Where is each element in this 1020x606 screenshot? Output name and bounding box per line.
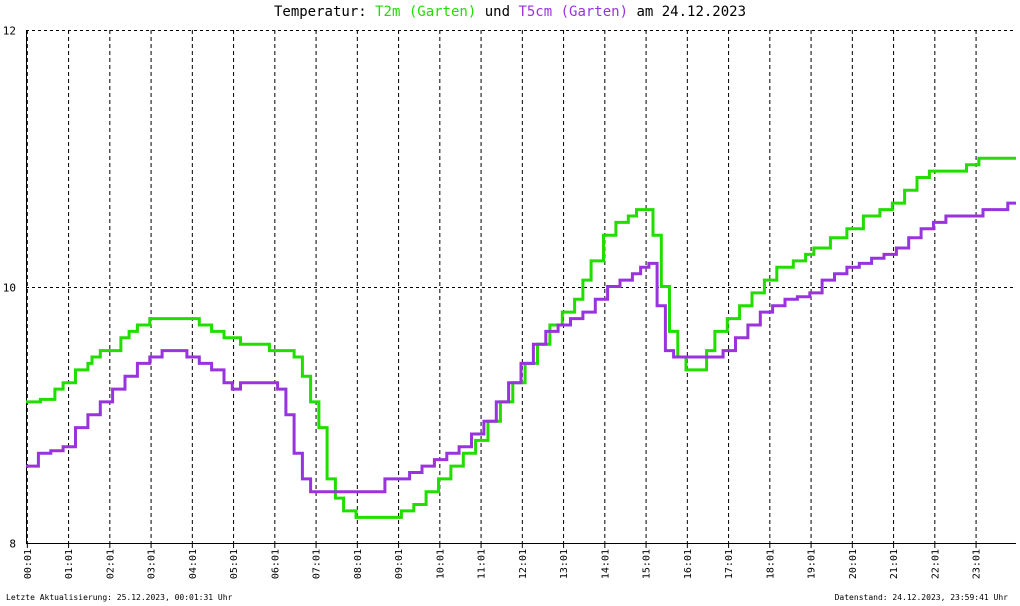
x-tick-label: 19:01 [807,549,818,579]
series-line-t2m [26,156,1016,519]
x-tick-label: 04:01 [188,549,199,579]
x-tick-label: 23:01 [972,549,983,579]
title-suffix: am 24.12.2023 [628,4,747,20]
x-tick-label: 22:01 [930,549,941,579]
x-tick-label: 06:01 [270,549,281,579]
y-tick-label: 12 [3,25,16,38]
x-tick-label: 10:01 [435,549,446,579]
data-timestamp-note: Datenstand: 24.12.2023, 23:59:41 Uhr [834,593,1008,602]
x-tick-label: 05:01 [229,549,240,579]
y-tick-label: 10 [3,282,16,295]
chart-title: Temperatur: T2m (Garten) und T5cm (Garte… [0,4,1020,20]
x-tick-label: 15:01 [642,549,653,579]
x-tick-label: 18:01 [765,549,776,579]
y-tick-label: 8 [9,538,16,551]
series-line-t5cm [26,201,1016,494]
x-tick-label: 01:01 [64,549,75,579]
x-tick-label: 21:01 [889,549,900,579]
x-tick-label: 03:01 [147,549,158,579]
x-tick-label: 07:01 [312,549,323,579]
x-tick-label: 17:01 [724,549,735,579]
x-tick-label: 12:01 [518,549,529,579]
x-tick-label: 20:01 [848,549,859,579]
x-tick-label: 08:01 [353,549,364,579]
x-tick-label: 13:01 [559,549,570,579]
title-series1-label: T2m (Garten) [375,4,477,20]
x-tick-label: 09:01 [394,549,405,579]
x-tick-label: 16:01 [683,549,694,579]
title-prefix: Temperatur: [273,4,376,20]
x-tick-label: 14:01 [600,549,611,579]
x-tick-label: 00:01 [23,549,34,579]
last-update-note: Letzte Aktualisierung: 25.12.2023, 00:01… [6,593,233,602]
title-connector: und [476,4,519,20]
title-series2-label: T5cm (Garten) [518,4,629,20]
x-tick-label: 02:01 [105,549,116,579]
x-tick-label: 11:01 [477,549,488,579]
